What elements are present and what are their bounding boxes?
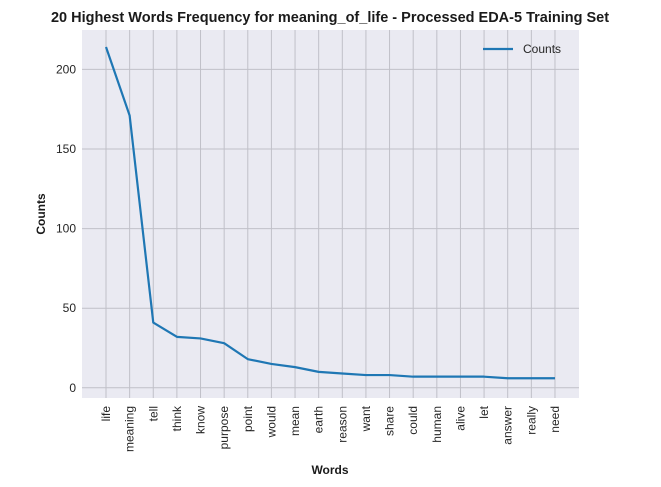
x-tick-label: need [548,406,562,433]
y-tick-label: 0 [69,381,76,395]
y-tick-label: 50 [63,301,77,315]
x-tick-label: think [170,405,184,431]
x-tick-label: want [359,405,373,432]
x-tick-label: human [430,406,444,443]
x-tick-label: let [477,405,491,418]
y-tick-label: 100 [56,222,76,236]
x-tick-label: meaning [123,406,137,452]
y-tick-label: 150 [56,142,76,156]
y-axis-label: Counts [34,193,48,235]
x-axis-label: Words [311,463,348,477]
x-tick-label: answer [501,406,515,445]
grid-lines [82,30,579,398]
x-tick-label: mean [288,406,302,436]
x-tick-label: could [406,406,420,435]
x-axis-ticks: life meaning tell think know purpose point woul… [99,405,562,452]
x-tick-label: purpose [217,406,231,450]
x-tick-label: reason [335,406,349,443]
x-tick-label: life [99,406,113,422]
x-tick-label: tell [146,406,160,421]
x-tick-label: point [241,405,255,432]
y-tick-label: 200 [56,62,76,76]
series-line-counts [104,46,555,380]
x-tick-label: would [264,406,278,438]
x-tick-label: really [524,406,538,435]
legend: Counts [483,42,561,56]
legend-label-counts: Counts [523,42,561,56]
plot-area [82,30,579,398]
chart-title: 20 Highest Words Frequency for meaning_o… [51,10,609,26]
x-tick-label: earth [312,406,326,433]
x-tick-label: know [194,406,208,434]
y-axis-ticks: 0 50 100 150 200 [56,62,76,394]
x-tick-label: alive [453,406,467,431]
x-tick-label: share [383,406,397,436]
